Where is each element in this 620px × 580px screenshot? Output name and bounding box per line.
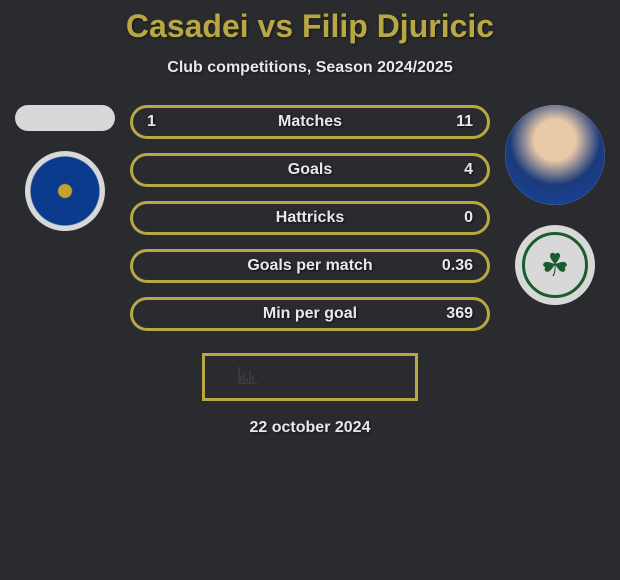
left-player-photo [15,105,115,131]
right-player-column: ☘ [500,105,610,331]
page-subtitle: Club competitions, Season 2024/2025 [0,59,620,77]
date-text: 22 october 2024 [0,419,620,437]
stat-right-value: 0.36 [442,257,473,275]
stat-label: Goals [288,161,332,179]
page-title: Casadei vs Filip Djuricic [0,0,620,45]
stat-row-goals: Goals 4 [130,153,490,187]
stat-right-value: 0 [464,209,473,227]
stat-row-min-per-goal: Min per goal 369 [130,297,490,331]
watermark: FcTables.com [202,353,418,401]
comparison-content: 1 Matches 11 Goals 4 Hattricks 0 Goals p… [0,105,620,331]
stat-row-hattricks: Hattricks 0 [130,201,490,235]
chart-icon [238,366,258,389]
shamrock-icon: ☘ [541,249,570,281]
stat-right-value: 4 [464,161,473,179]
stat-label: Hattricks [276,209,344,227]
stat-right-value: 369 [446,305,473,323]
stat-label: Goals per match [247,257,372,275]
right-club-badge: ☘ [515,225,595,305]
left-player-column [10,105,120,331]
right-player-photo [505,105,605,205]
stat-row-goals-per-match: Goals per match 0.36 [130,249,490,283]
watermark-text: FcTables.com [264,367,383,388]
stats-column: 1 Matches 11 Goals 4 Hattricks 0 Goals p… [130,105,490,331]
stat-row-matches: 1 Matches 11 [130,105,490,139]
left-club-badge [25,151,105,231]
stat-right-value: 11 [456,113,473,131]
stat-label: Min per goal [263,305,357,323]
stat-label: Matches [278,113,342,131]
stat-left-value: 1 [147,113,156,131]
